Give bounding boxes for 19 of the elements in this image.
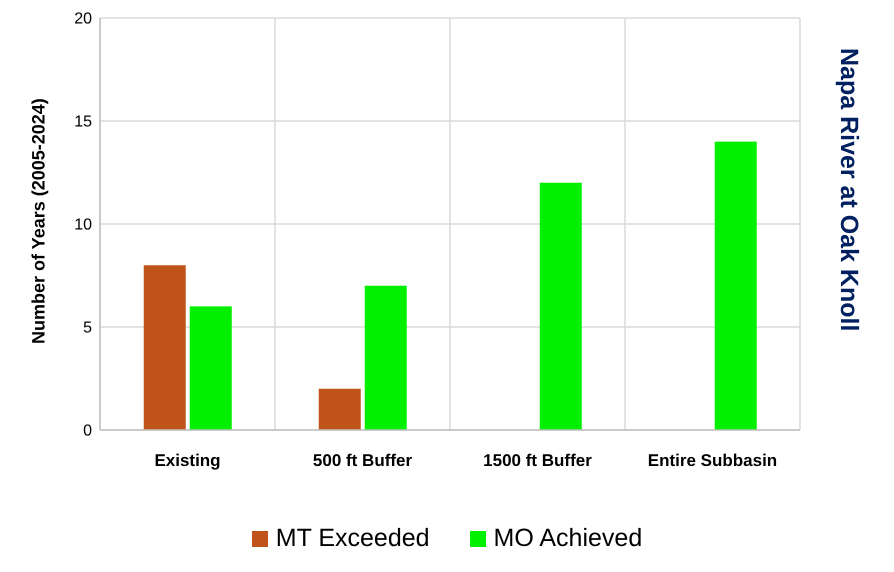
bar <box>540 182 582 430</box>
y-tick-label: 10 <box>74 216 92 234</box>
y-tick-label: 5 <box>83 320 92 337</box>
y-tick-label: 0 <box>83 422 92 440</box>
x-tick-label: 1500 ft Buffer <box>483 451 592 470</box>
bar <box>318 388 361 430</box>
y-tick-label: 20 <box>74 10 92 28</box>
y-axis-title: Number of Years (2005-2024) <box>28 98 48 344</box>
bar <box>190 306 232 430</box>
legend-label: MO Achieved <box>494 524 642 553</box>
y-tick-label: 15 <box>74 114 92 131</box>
text: Napa River at Oak Knoll <box>834 48 863 332</box>
bar <box>364 286 407 430</box>
x-tick-label: 500 ft Buffer <box>312 451 412 470</box>
legend-label: MT Exceeded <box>276 524 430 553</box>
bar <box>144 265 186 430</box>
x-tick-label: Existing <box>154 451 221 470</box>
x-tick-label: Entire Subbasin <box>648 451 778 470</box>
bar <box>714 142 757 430</box>
